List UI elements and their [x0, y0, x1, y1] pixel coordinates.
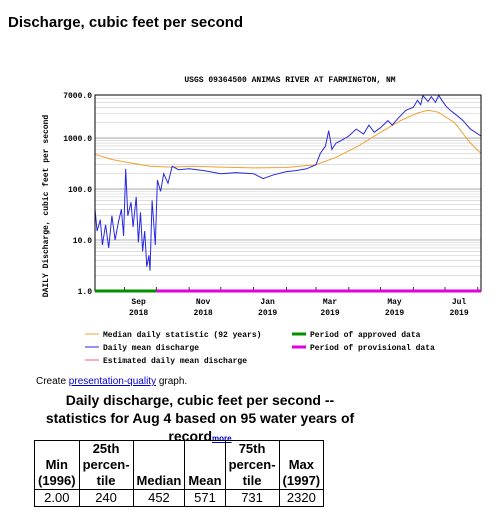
x-tick-month: Jul: [452, 298, 467, 307]
create-prefix: Create: [36, 376, 69, 387]
legend-label: Estimated daily mean discharge: [103, 357, 247, 366]
stats-header-max: Max (1997): [278, 440, 325, 490]
stats-header-mean: Mean: [184, 440, 226, 490]
y-axis-label: DAILY Discharge, cubic feet per second: [42, 115, 51, 298]
stats-title-text: Daily discharge, cubic feet per second -…: [45, 392, 355, 444]
discharge-chart: USGS 09364500 ANIMAS RIVER AT FARMINGTON…: [42, 76, 482, 366]
x-tick-year: 2018: [194, 309, 213, 318]
legend-label: Period of approved data: [310, 331, 421, 340]
chart-title: USGS 09364500 ANIMAS RIVER AT FARMINGTON…: [184, 76, 395, 85]
stats-value-p25: 240: [78, 489, 134, 507]
plot-frame: [94, 94, 482, 292]
create-graph-line: Create presentation-quality graph.: [36, 376, 187, 387]
y-tick-label: 1000.0: [63, 135, 92, 144]
series-line-1: [94, 94, 482, 271]
stats-title: Daily discharge, cubic feet per second -…: [34, 391, 366, 448]
y-tick-label: 7000.0: [63, 92, 92, 101]
stats-value-p75: 731: [224, 489, 280, 507]
x-tick-month: Mar: [323, 298, 338, 307]
y-tick-label: 1.0: [78, 288, 93, 297]
page-title: Discharge, cubic feet per second: [8, 14, 244, 31]
stats-header-p25: 25th percen- tile: [78, 440, 134, 490]
create-suffix: graph.: [156, 376, 188, 387]
stats-header-median: Median: [132, 440, 186, 490]
legend-label: Period of provisional data: [310, 344, 435, 353]
x-tick-year: 2018: [129, 309, 148, 318]
x-tick-year: 2019: [385, 309, 404, 318]
stats-header-p75: 75th percen- tile: [224, 440, 280, 490]
y-axis-ticks: 1.0 10.0 100.0 1000.0 7000.0: [63, 92, 92, 297]
stats-value-median: 452: [132, 489, 186, 507]
more-link[interactable]: more: [212, 434, 232, 443]
x-tick-year: 2019: [258, 309, 277, 318]
x-tick-month: Jan: [260, 298, 275, 307]
x-tick-month: May: [387, 298, 402, 307]
stats-value-mean: 571: [184, 489, 226, 507]
stats-header-row: Min (1996) 25th percen- tile Median Mean…: [34, 440, 325, 490]
series-layer: [94, 94, 482, 271]
stats-header-min: Min (1996): [34, 440, 80, 490]
grid-lines: [95, 94, 481, 292]
legend: Median daily statistic (92 years) Daily m…: [85, 331, 435, 366]
stats-table: Min (1996) 25th percen- tile Median Mean…: [34, 440, 325, 507]
y-tick-label: 100.0: [68, 186, 92, 195]
x-tick-year: 2019: [320, 309, 339, 318]
series-line-0: [94, 109, 482, 169]
presentation-quality-link[interactable]: presentation-quality: [68, 376, 157, 387]
x-tick-month: Sep: [131, 298, 146, 307]
legend-label: Median daily statistic (92 years): [103, 331, 261, 340]
stats-value-min: 2.00: [34, 489, 80, 507]
stats-value-row: 2.00 240 452 571 731 2320: [34, 489, 325, 507]
x-axis-ticks: Sep 2018 Nov 2018 Jan 2019 Mar 2019 May 2019 Jul 20…: [124, 287, 479, 318]
y-tick-label: 10.0: [73, 237, 92, 246]
x-tick-month: Nov: [196, 298, 211, 307]
x-tick-year: 2019: [449, 309, 468, 318]
legend-label: Daily mean discharge: [103, 344, 199, 353]
stats-value-max: 2320: [278, 489, 325, 507]
